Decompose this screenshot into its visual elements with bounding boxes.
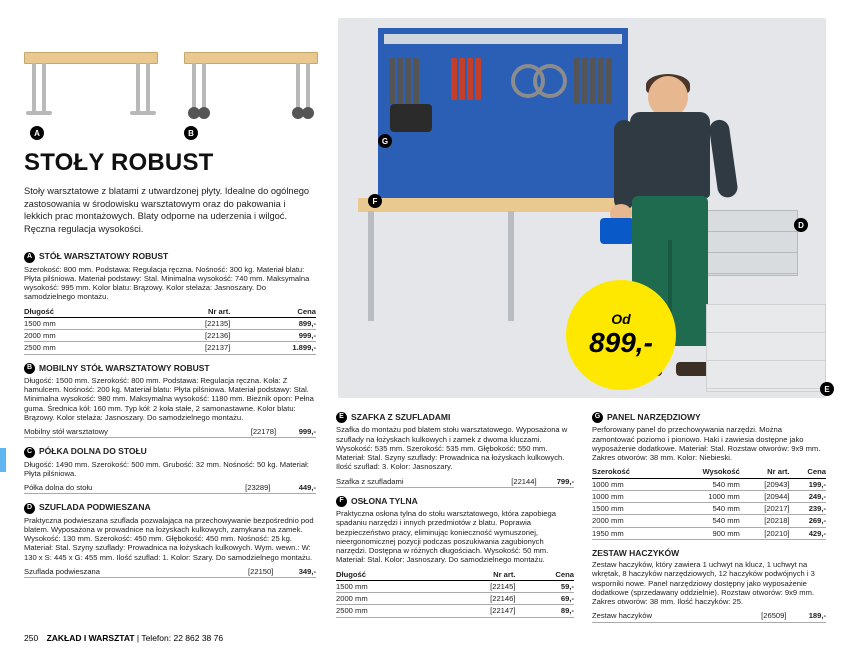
sect-f-title: FOSŁONA TYLNA [336,496,574,507]
sect-c-title: CPÓŁKA DOLNA DO STOŁU [24,446,316,457]
label-b: B [184,126,198,140]
label-f: F [368,194,382,208]
label-g: G [378,134,392,148]
thumbnail-column: A B [24,18,324,128]
footer-sep: | Telefon: [135,633,174,643]
drawer-photo [706,304,826,392]
table-f: DługośćNr art.Cena 1500 mm[22145]59,- 20… [336,569,574,618]
sect-d-desc: Praktyczna podwieszana szuflada pozwalaj… [24,516,316,562]
page-footer: 250 ZAKŁAD I WARSZTAT | Telefon: 22 862 … [24,633,223,643]
badge-price: 899,- [589,327,653,359]
sect-g-title: GPANEL NARZĘDZIOWY [592,412,826,423]
sect-f-desc: Praktyczna osłona tylna do stołu warszta… [336,509,574,565]
sect-a-title: ASTÓŁ WARSZTATOWY ROBUST [24,251,316,262]
label-e: E [820,382,834,396]
page-number: 250 [24,633,38,643]
sect-b-title: BMOBILNY STÓŁ WARSZTATOWY ROBUST [24,363,316,374]
section-indicator [0,448,6,472]
page-title: STOŁY ROBUST [24,148,316,177]
sect-b-desc: Długość: 1500 mm. Szerokość: 800 mm. Pod… [24,376,316,422]
sect-e-title: ESZAFKA Z SZUFLADAMI [336,412,574,423]
price-badge: Od 899,- [568,282,674,388]
table-e: Szafka z szufladami[22144]799,- [336,476,574,488]
sect-g-desc: Perforowany panel do przechowywania narz… [592,425,826,462]
label-a: A [30,126,44,140]
thumb-table-a: A [24,28,164,128]
sect-h-title: ZESTAW HACZYKÓW [592,548,826,558]
badge-od: Od [611,311,630,327]
table-d: Szuflada podwieszana[22150]349,- [24,566,316,578]
footer-category: ZAKŁAD I WARSZTAT [47,633,135,643]
table-c: Półka dolna do stołu[23289]449,- [24,482,316,494]
sect-a-desc: Szerokość: 800 mm. Podstawa: Regulacja r… [24,265,316,302]
table-b: Mobilny stół warsztatowy[22178]999,- [24,426,316,438]
intro-text: Stoły warsztatowe z blatami z utwardzone… [24,185,316,235]
thumb-table-b: B [184,28,324,128]
sect-h-desc: Zestaw haczyków, który zawiera 1 uchwyt … [592,560,826,606]
sect-e-desc: Szafka do montażu pod blatem stołu warsz… [336,425,574,471]
footer-phone: 22 862 38 76 [173,633,223,643]
table-h: Zestaw haczyków[26509]189,- [592,610,826,622]
sect-c-desc: Długość: 1490 mm. Szerokość: 500 mm. Gru… [24,460,316,479]
sect-d-title: DSZUFLADA PODWIESZANA [24,502,316,513]
table-g: SzerokośćWysokośćNr art.Cena 1000 mm540 … [592,466,826,540]
label-d: D [794,218,808,232]
table-a: DługośćNr art.Cena 1500 mm[22135]899,- 2… [24,306,316,355]
